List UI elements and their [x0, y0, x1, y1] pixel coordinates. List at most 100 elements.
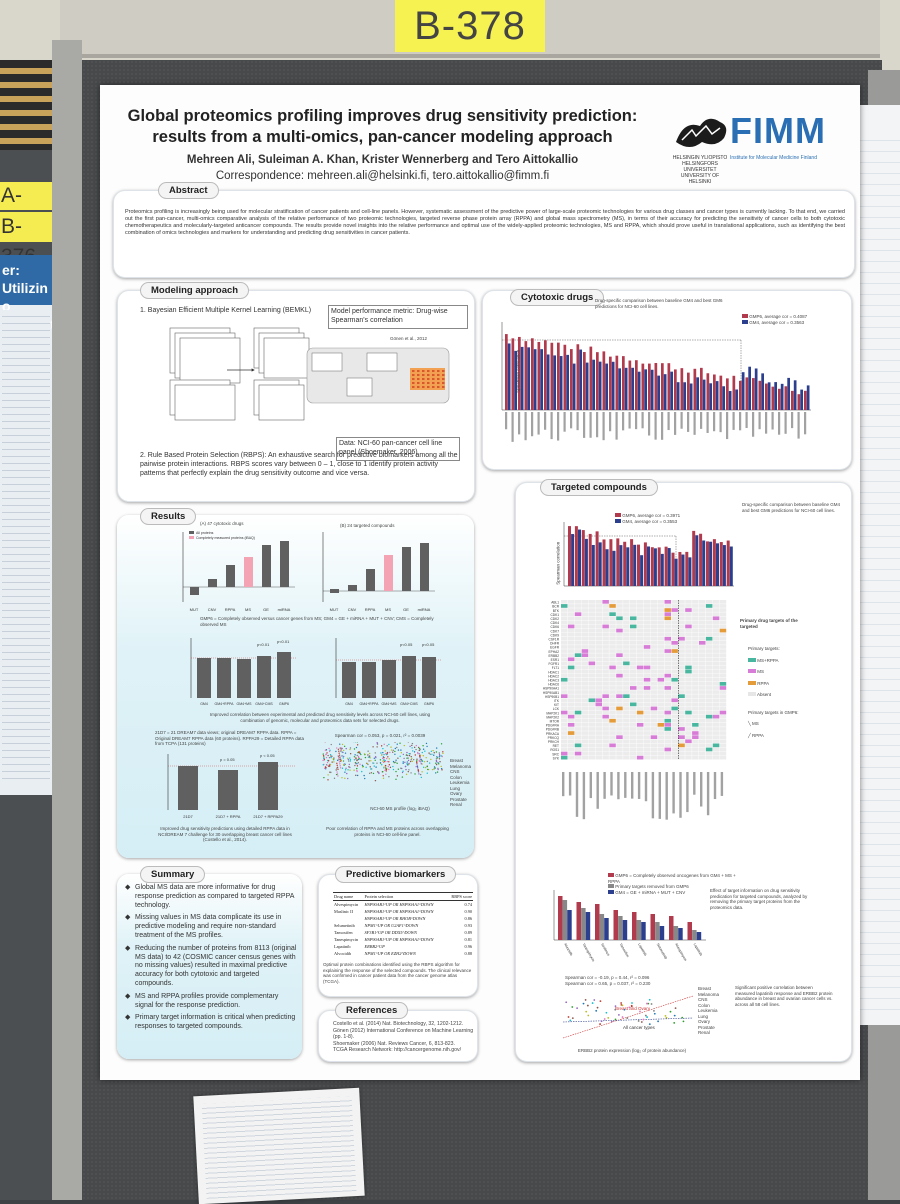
heatmap-legend-ms: MS: [757, 669, 764, 674]
cyto-drug-label: [512, 412, 514, 442]
scatter-point: [398, 769, 399, 770]
heatmap-cell: [671, 727, 678, 731]
rppa-bar-chart: p = 0.05 p < 0.05 21D7 21D7 + RPPA 21D7 …: [160, 752, 300, 822]
heatmap-cell: [609, 686, 616, 690]
heatmap-cell: [699, 694, 706, 698]
heatmap-cell: [561, 612, 568, 616]
poster-printout[interactable]: [193, 1088, 364, 1204]
removal-bar-gmp6: [595, 904, 600, 940]
scatter-point: [408, 760, 409, 761]
cyto-bar-gm4: [735, 389, 738, 410]
neighbor-poster-text: [2, 310, 50, 780]
scatter-point: [404, 762, 405, 763]
cyto-bar-gm4: [729, 391, 732, 410]
cyto-bar-gmp6: [752, 378, 755, 410]
cyto-drug-label: [798, 412, 800, 439]
scatter-point: [349, 767, 350, 768]
lapatinib-point: [614, 1009, 616, 1011]
heatmap-cell: [671, 703, 678, 707]
scatter-point: [382, 752, 383, 753]
heatmap-cell: [685, 653, 692, 657]
combo-caption: Improved correlation between experimenta…: [200, 712, 440, 723]
heatmap-cell: [692, 739, 699, 743]
lapatinib-point: [599, 1023, 601, 1025]
scatter-point: [408, 742, 409, 743]
heatmap-cell: [561, 674, 568, 678]
scatter-point: [406, 757, 407, 758]
heatmap-cell: [678, 633, 685, 637]
scatter-point: [409, 755, 410, 756]
heatmap-cell: [561, 744, 568, 748]
heatmap-cell: [644, 674, 651, 678]
heatmap-cell: [706, 744, 713, 748]
heatmap-cell: [623, 731, 630, 735]
heatmap-cell: [671, 645, 678, 649]
heatmap-cell: [658, 682, 665, 686]
scatter-point: [341, 777, 342, 778]
heatmap-cell: [630, 739, 637, 743]
scatter-point: [415, 754, 416, 755]
scatter-point: [336, 769, 337, 770]
heatmap-cell: [616, 649, 623, 653]
biomarkers-table: Drug name Protein selection RBPS score A…: [333, 892, 473, 957]
tgt-drug-label: [638, 772, 640, 799]
biomarker-cell: NPM1^UP OR U2AF1^DOWN: [364, 922, 447, 929]
heatmap-cell: [699, 735, 706, 739]
cyto-bar-gmp6: [609, 357, 612, 410]
printout-content: [202, 1096, 357, 1199]
heatmap-cell: [644, 678, 651, 682]
helsinki-caption: HELSINGIN YLIOPISTO HELSINGFORS UNIVERSI…: [670, 155, 730, 185]
heatmap-cell: [596, 711, 603, 715]
combo-b-pval-1: p<0.05: [400, 642, 413, 647]
scatter-point: [323, 777, 324, 778]
heatmap-cell: [692, 600, 699, 604]
heatmap-cell: [651, 608, 658, 612]
heatmap-cell: [630, 674, 637, 678]
heatmap-cell: [644, 719, 651, 723]
heatmap-legend: Primary targets: MS+RPPA MS RPPA Absent …: [748, 646, 808, 738]
lapatinib-point: [641, 1021, 643, 1023]
lapatinib-point: [607, 1017, 609, 1019]
cyto-drug-label: [720, 412, 722, 432]
tgt-bar-gmp6: [685, 552, 688, 586]
heatmap-cell: [692, 678, 699, 682]
heatmap-cell: [582, 694, 589, 698]
heatmap-cell: [671, 649, 678, 653]
scatter-point: [415, 749, 416, 750]
lapatinib-point: [645, 1015, 647, 1017]
heatmap-cell: [630, 727, 637, 731]
scatter-point: [394, 742, 395, 743]
scatter-point: [381, 745, 382, 746]
cyto-bar-gm4: [573, 364, 576, 410]
heatmap-cell: [685, 735, 692, 739]
heatmap-cell: [609, 731, 616, 735]
heatmap-cell: [616, 657, 623, 661]
scatter-point: [437, 769, 438, 770]
heatmap-cell: [561, 707, 568, 711]
heatmap-cell: [637, 616, 644, 620]
heatmap-cell: [589, 637, 596, 641]
tgt-bar-gm4: [668, 548, 671, 586]
scatter-point: [436, 764, 437, 765]
heatmap-cell: [665, 744, 672, 748]
cyto-drug-label: [525, 412, 527, 440]
heatmap-cell: [616, 723, 623, 727]
scatter-point: [331, 761, 332, 762]
heatmap-cell: [671, 637, 678, 641]
heatmap-cell: [623, 662, 630, 666]
heatmap-cell: [706, 633, 713, 637]
heatmap-cell: [575, 719, 582, 723]
scatter-point: [383, 754, 384, 755]
scatter-point: [338, 753, 339, 754]
heatmap-cell: [609, 629, 616, 633]
cyto-bar-gm4: [579, 350, 582, 410]
scatter-point: [393, 750, 394, 751]
scatter-point: [325, 754, 326, 755]
heatmap-cell: [699, 756, 706, 760]
heatmap-cell: [678, 748, 685, 752]
heatmap-cell: [685, 637, 692, 641]
cyto-bar-gmp6: [707, 373, 710, 410]
cyto-drug-label: [661, 412, 663, 440]
summary-item: ◆Missing values in MS data complicate it…: [125, 914, 297, 940]
